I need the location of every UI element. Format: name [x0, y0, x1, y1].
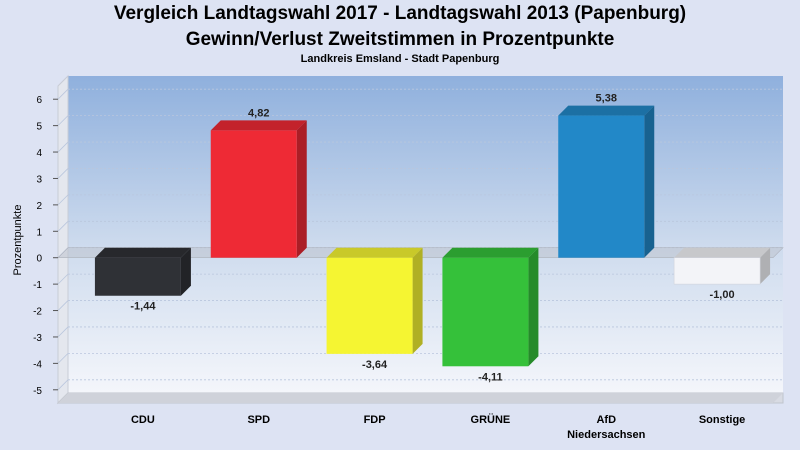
bar-side: [180, 247, 191, 296]
bar-top: [326, 247, 423, 258]
bar-sonstige: [673, 247, 771, 285]
value-label: 5,38: [596, 93, 617, 105]
y-tick-label: 3: [36, 174, 42, 185]
gridline-side: [57, 300, 69, 311]
x-axis-labels: CDU SPD FDP GRÜNE AfD Niedersachsen Sonstige: [131, 413, 745, 441]
chart-title-line2: Gewinn/Verlust Zweitstimmen in Prozentpu…: [185, 29, 615, 50]
bar-top: [442, 247, 539, 258]
gridline-side: [57, 194, 69, 206]
plot-area: [56, 74, 784, 405]
y-tick-label: 0: [36, 254, 42, 265]
bar-side: [412, 247, 423, 354]
value-label: -4,11: [478, 371, 502, 383]
bar-top: [94, 247, 191, 258]
x-tick-label: AfD: [596, 414, 616, 426]
bar-side: [528, 247, 539, 367]
gridline-side: [57, 221, 69, 232]
bar-front: [210, 130, 297, 258]
bar-side: [760, 247, 771, 285]
gridline-side: [57, 168, 69, 179]
gridline-side: [57, 141, 69, 153]
bar-front: [673, 257, 761, 285]
bar-side: [296, 120, 307, 258]
bar-spd: [210, 120, 307, 258]
bar-front: [326, 257, 413, 354]
plot-left-wall: [57, 74, 69, 405]
bar-top: [210, 120, 307, 131]
gridline-side: [57, 115, 69, 126]
gridline-side: [57, 88, 69, 100]
y-tick-label: -1: [33, 280, 42, 291]
bar-grüne: [442, 247, 539, 367]
y-tick-label: 6: [36, 95, 42, 106]
bar-afd: [558, 105, 655, 258]
gridline-side: [57, 326, 69, 338]
y-tick-label: -5: [33, 386, 42, 397]
x-tick-label: CDU: [131, 414, 155, 426]
y-tick-label: 4: [36, 148, 42, 159]
bar-fdp: [326, 247, 423, 354]
bar-top: [674, 247, 771, 258]
bar-cdu: [94, 247, 191, 296]
plot-floor-top: [58, 393, 783, 403]
x-tick-label: SPD: [247, 414, 270, 426]
y-tick-label: 5: [36, 122, 42, 133]
value-labels: -1,44 4,82 -3,64 -4,11 5,38 -1,00: [130, 93, 734, 384]
value-label: -1,00: [710, 289, 735, 301]
gridline-side: [57, 353, 69, 364]
gridline-side: [57, 379, 69, 391]
y-tick-label: -2: [33, 307, 42, 318]
x-tick-label: FDP: [364, 414, 386, 426]
value-label: -1,44: [130, 301, 156, 313]
y-tick-label: 1: [36, 227, 42, 238]
y-tick-label: 2: [36, 201, 42, 212]
bar-front: [442, 257, 529, 367]
bars: [94, 105, 771, 367]
y-tick-label: -3: [33, 333, 42, 344]
bar-front: [94, 257, 181, 296]
x-tick-label: GRÜNE: [471, 413, 511, 426]
chart-subtitle: Landkreis Emsland - Stadt Papenburg: [300, 53, 500, 65]
y-tick-label: -4: [33, 359, 42, 370]
y-axis-label: Prozentpunkte: [12, 205, 24, 276]
value-label: -3,64: [362, 359, 388, 371]
x-tick-label: Sonstige: [699, 414, 745, 426]
gridline-side: [57, 273, 69, 285]
bar-top: [558, 105, 655, 116]
value-label: 4,82: [248, 107, 269, 119]
chart-title-line1: Vergleich Landtagswahl 2017 - Landtagswa…: [113, 3, 687, 24]
x-tick-label-line2: Niedersachsen: [567, 429, 646, 441]
y-axis-ticks: 6 5 4 3 2 1 0 -1 -2 -3 -4 -5: [33, 95, 58, 397]
bar-side: [644, 105, 655, 258]
bar-front: [558, 115, 645, 258]
plot-back-wall: [68, 76, 783, 393]
